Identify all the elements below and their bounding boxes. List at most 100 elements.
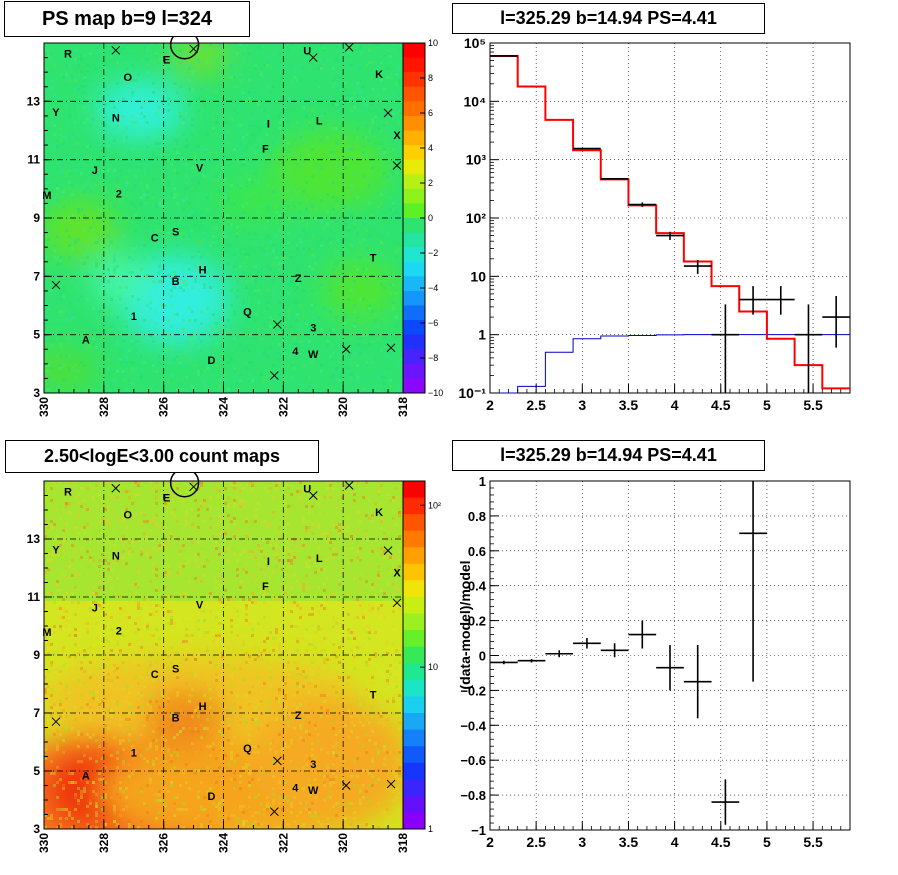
spectrum-data-point-8 bbox=[711, 304, 740, 393]
ps-y-tick-label-3: 9 bbox=[33, 211, 40, 225]
ps-y-tick-label-2: 7 bbox=[33, 269, 40, 283]
ps-colorbar-label-2: 6 bbox=[428, 108, 433, 118]
spectrum-y-tick-label-3: 10² bbox=[466, 210, 487, 226]
residual-data-point-1 bbox=[517, 658, 546, 663]
ps-y-tick-label-5: 13 bbox=[27, 94, 41, 108]
spectrum-y-tick-label-5: 10⁴ bbox=[464, 93, 487, 109]
cm-source-label-2: O bbox=[123, 510, 132, 522]
spectrum-title: l=325.29 b=14.94 PS=4.41 bbox=[452, 3, 765, 34]
cm-source-label-5: Y bbox=[52, 545, 60, 557]
cm-cross-marker-5 bbox=[392, 598, 402, 608]
ps-cross-marker-10 bbox=[270, 371, 279, 380]
ps-source-label-17: T bbox=[370, 253, 377, 265]
cm-source-label-24: A bbox=[82, 771, 90, 783]
cm-source-label-15: C bbox=[151, 669, 159, 681]
ps-source-label-27: D bbox=[208, 355, 216, 367]
ps-x-tick-label-6: 318 bbox=[396, 397, 410, 417]
residual-title: l=325.29 b=14.94 PS=4.41 bbox=[452, 440, 765, 471]
residual-y-tick-label-5: 0 bbox=[479, 649, 486, 664]
cm-colorbar-label-1: 10 bbox=[428, 662, 438, 672]
spectrum-x-tick-label-1: 2.5 bbox=[526, 397, 546, 413]
spectrum-data-point-12 bbox=[822, 296, 850, 348]
ps-colorbar-label-4: 2 bbox=[428, 178, 433, 188]
spectrum-data-point-10 bbox=[766, 286, 795, 315]
ps-cross-marker-9 bbox=[386, 343, 396, 353]
cm-y-tick-label-4: 11 bbox=[27, 590, 40, 604]
ps-source-label-25: 4 bbox=[292, 346, 299, 358]
spectrum-data-point-6 bbox=[656, 231, 684, 240]
ps-x-tick-label-3: 324 bbox=[217, 397, 231, 417]
ps-map-markers: R E O U K Y N I L X F J V M 2 C S T H B Z Q 1 3 A 4 W D bbox=[42, 30, 402, 380]
ps-source-label-8: L bbox=[316, 116, 323, 128]
ps-x-tick-label-0: 330 bbox=[37, 397, 51, 417]
ps-colorbar-label-8: −6 bbox=[428, 318, 438, 328]
cm-y-tick-label-3: 9 bbox=[33, 648, 40, 662]
ps-x-tick-label-2: 326 bbox=[157, 397, 171, 417]
cm-source-label-14: 2 bbox=[116, 626, 122, 638]
ps-source-label-12: V bbox=[196, 162, 204, 174]
ps-source-label-1: E bbox=[163, 54, 170, 66]
residual-y-tick-label-7: 0.4 bbox=[468, 579, 487, 594]
cm-y-tick-label-1: 5 bbox=[33, 764, 40, 778]
residual-panel: 2 2.5 3 3.5 4 4.5 5 5.5 −1 −0.8 −0.6 −0.4 −0.2 0 0.2 0.… bbox=[457, 474, 851, 850]
ps-cross-marker-8 bbox=[341, 344, 351, 354]
ps-cross-marker-0 bbox=[111, 45, 121, 55]
cm-source-label-6: N bbox=[112, 550, 120, 562]
ps-cross-marker-2 bbox=[308, 53, 318, 62]
spectrum-series bbox=[490, 54, 850, 394]
spectrum-data-point-9 bbox=[739, 286, 767, 315]
residual-y-tick-label-8: 0.6 bbox=[468, 544, 486, 559]
ps-colorbar-label-0: 10 bbox=[428, 38, 438, 48]
ps-source-label-2: O bbox=[123, 72, 132, 84]
cm-source-label-10: F bbox=[262, 581, 269, 593]
ps-cross-marker-7 bbox=[272, 320, 282, 329]
residual-x-tick-label-1: 2.5 bbox=[526, 834, 546, 850]
residual-data-point-7 bbox=[683, 645, 712, 719]
residual-y-tick-label-0: −1 bbox=[471, 823, 486, 838]
count-map-grid bbox=[44, 481, 403, 829]
spectrum-x-tick-label-3: 3.5 bbox=[619, 397, 639, 413]
count-map-title: 2.50<logE<3.00 count maps bbox=[5, 440, 319, 473]
ps-map-title: PS map b=9 l=324 bbox=[4, 1, 250, 37]
cm-source-label-22: 1 bbox=[131, 748, 137, 760]
spectrum-data-point-11 bbox=[794, 304, 823, 393]
ps-source-label-6: N bbox=[112, 113, 120, 125]
cm-source-label-13: M bbox=[42, 627, 51, 639]
cm-source-label-25: 4 bbox=[292, 782, 299, 794]
cm-cross-marker-2 bbox=[308, 491, 318, 500]
residual-data-point-8 bbox=[711, 779, 740, 825]
residual-x-tick-label-3: 3.5 bbox=[619, 834, 639, 850]
spectrum-panel: 2 2.5 3 3.5 4 4.5 5 5.5 10⁻¹ 1 10 10² 10³ 10⁴ 10⁵ bbox=[458, 35, 851, 413]
ps-source-label-24: A bbox=[82, 334, 90, 346]
ps-colorbar-label-7: −4 bbox=[428, 283, 438, 293]
ps-source-label-19: B bbox=[172, 276, 180, 288]
residual-y-tick-label-3: −0.4 bbox=[460, 718, 486, 733]
cm-source-label-1: E bbox=[163, 492, 170, 504]
ps-cross-marker-6 bbox=[51, 280, 61, 290]
ps-map-heatmap bbox=[44, 43, 403, 393]
cm-cross-marker-8 bbox=[341, 781, 351, 790]
ps-source-label-9: X bbox=[393, 130, 401, 142]
residual-x-tick-label-6: 5 bbox=[763, 834, 771, 850]
cm-source-label-23: 3 bbox=[310, 759, 316, 771]
cm-x-tick-label-3: 324 bbox=[217, 833, 231, 853]
spectrum-x-tick-label-7: 5.5 bbox=[803, 397, 823, 413]
cm-source-label-20: Z bbox=[295, 710, 302, 722]
count-map-colorbar: 10² 10 1 bbox=[402, 480, 441, 834]
cm-cross-marker-9 bbox=[386, 779, 396, 789]
spectrum-y-tick-label-4: 10³ bbox=[466, 152, 487, 168]
cm-source-label-26: W bbox=[308, 785, 319, 797]
cm-source-label-19: B bbox=[172, 713, 180, 725]
spectrum-x-tick-label-4: 4 bbox=[671, 397, 679, 413]
residual-x-tick-label-4: 4 bbox=[671, 834, 679, 850]
ps-map-grid bbox=[44, 43, 403, 393]
residual-data-point-2 bbox=[545, 650, 574, 658]
ps-colorbar-label-6: −2 bbox=[428, 248, 438, 258]
spectrum-y-tick-label-1: 1 bbox=[478, 327, 486, 343]
ps-source-label-16: S bbox=[172, 226, 179, 238]
ps-source-label-13: M bbox=[42, 190, 51, 202]
